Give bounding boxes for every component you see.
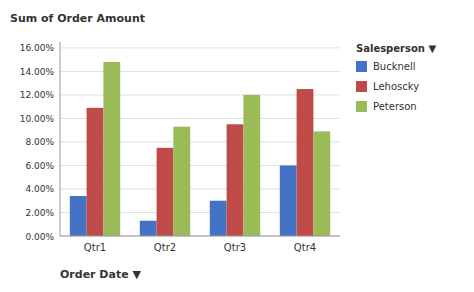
legend-title: Salesperson ▼ [356,43,436,54]
bar [313,131,330,236]
bar [210,201,227,236]
bar [227,124,244,236]
x-tick-label: Qtr2 [154,242,176,253]
x-axis-line [60,236,340,237]
chart: Sum of Order Amount 0.00% 2.00% 4.00% 6.00% 8… [0,0,474,292]
legend-label: Peterson [373,101,417,112]
grid-line [60,47,340,48]
grid [60,48,340,236]
x-axis-label: Order Date ▼ [60,268,141,281]
legend-label: Lehoscky [373,81,419,92]
bar [103,62,120,236]
y-tick-label: 4.00% [25,184,54,194]
y-tick-label: 8.00% [25,137,54,147]
y-tick-label: 2.00% [25,208,54,218]
x-tick-label: Qtr4 [294,242,316,253]
y-axis-label: Sum of Order Amount [10,12,145,25]
bar [243,95,260,236]
legend-swatch [356,61,367,72]
y-tick-label: 0.00% [25,232,54,242]
bar [157,148,174,236]
x-tick-label: Qtr3 [224,242,246,253]
y-tick-label: 6.00% [25,161,54,171]
grid-line [60,71,340,72]
y-tick-label: 12.00% [20,90,55,100]
y-tick-label: 14.00% [20,67,55,77]
bar [70,196,87,236]
bar [173,127,190,236]
x-tick-label: Qtr1 [84,242,106,253]
grid-line [60,236,340,237]
legend: Salesperson ▼ Bucknell Lehoscky Peterson [356,43,436,112]
y-tick-label: 10.00% [20,114,55,124]
bars [70,62,330,236]
legend-label: Bucknell [373,61,416,72]
bar [280,165,297,236]
bar [140,221,157,236]
bar [297,89,314,236]
bar [87,108,104,236]
y-axis-line [60,42,61,236]
y-tick-label: 16.00% [20,43,55,53]
legend-swatch [356,81,367,92]
legend-swatch [356,101,367,112]
